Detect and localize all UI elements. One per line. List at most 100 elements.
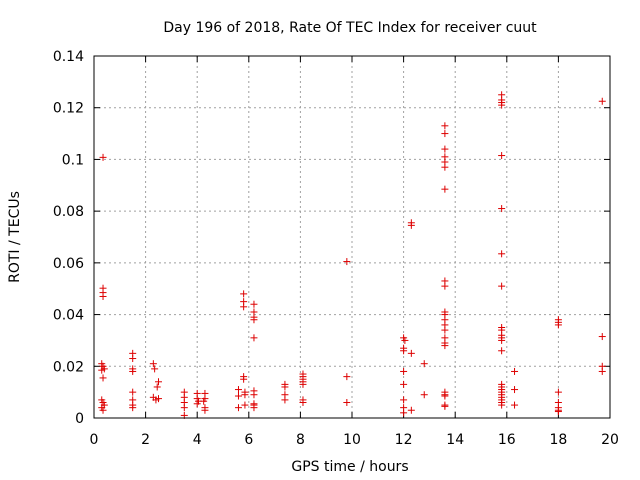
data-point: [250, 300, 258, 308]
data-point: [598, 367, 606, 375]
data-point: [129, 367, 137, 375]
x-tick-label: 16: [498, 432, 516, 448]
x-tick-label: 0: [90, 432, 99, 448]
data-point: [498, 205, 506, 213]
y-tick-label: 0.06: [53, 256, 84, 272]
data-point: [401, 336, 409, 344]
data-point: [250, 316, 258, 324]
data-point: [554, 408, 562, 416]
data-point: [234, 392, 242, 400]
data-point: [420, 391, 428, 399]
data-point: [498, 347, 506, 355]
data-point: [407, 221, 415, 229]
data-point: [234, 404, 242, 412]
y-tick-label: 0.1: [62, 152, 84, 168]
data-point: [441, 122, 449, 130]
x-tick-label: 6: [244, 432, 253, 448]
plot-area-border: [93, 55, 611, 419]
data-point: [240, 290, 248, 298]
data-point: [281, 396, 289, 404]
grid-lines: [94, 56, 610, 418]
y-tick-label: 0: [75, 411, 84, 427]
data-point: [129, 388, 137, 396]
data-point: [511, 401, 519, 409]
data-point: [441, 163, 449, 171]
data-point: [400, 380, 408, 388]
data-point: [441, 130, 449, 138]
data-point: [250, 404, 258, 412]
data-point: [99, 374, 107, 382]
x-tick-label: 14: [446, 432, 464, 448]
data-point: [498, 250, 506, 258]
x-tick-label: 18: [549, 432, 567, 448]
x-axis-title: GPS time / hours: [291, 459, 408, 475]
data-point: [400, 396, 408, 404]
data-point: [250, 391, 258, 399]
x-tick-label: 20: [601, 432, 619, 448]
data-point: [129, 404, 137, 412]
data-point: [234, 386, 242, 394]
data-point: [400, 409, 408, 417]
y-tick-label: 0.02: [53, 359, 84, 375]
data-point: [441, 392, 449, 400]
data-point: [201, 406, 209, 414]
data-point: [407, 406, 415, 414]
data-point: [441, 326, 449, 334]
x-tick-label: 8: [296, 432, 305, 448]
data-point: [498, 282, 506, 290]
data-point: [149, 360, 157, 368]
data-point: [155, 378, 162, 386]
data-point: [99, 406, 107, 414]
data-point: [498, 401, 506, 409]
data-point: [343, 373, 351, 381]
x-tick-label: 2: [141, 432, 150, 448]
data-point: [299, 398, 307, 406]
data-point: [240, 303, 248, 311]
data-point: [200, 397, 208, 405]
data-point: [441, 282, 449, 290]
axis-ticks: 0 2 4 6 8 10 12 14 16 18 20 0 0.02 0.04 0.06 0.08 0.1 0.1…: [53, 49, 619, 448]
data-point: [250, 334, 258, 342]
data-point: [441, 342, 449, 350]
data-point: [343, 398, 351, 406]
data-point: [153, 383, 161, 391]
data-point: [420, 360, 428, 368]
data-point: [511, 386, 519, 394]
x-tick-label: 12: [395, 432, 413, 448]
data-point: [441, 145, 449, 153]
data-point: [155, 395, 162, 403]
data-point: [598, 333, 606, 341]
data-point: [441, 185, 449, 193]
x-tick-label: 4: [193, 432, 202, 448]
data-point: [400, 367, 408, 375]
data-point: [498, 336, 506, 344]
chart-title: Day 196 of 2018, Rate Of TEC Index for r…: [163, 20, 537, 36]
data-point: [554, 321, 562, 329]
data-point: [98, 366, 106, 374]
data-point: [441, 402, 449, 410]
data-point: [99, 292, 107, 300]
data-point: [240, 375, 248, 383]
data-point: [400, 347, 408, 355]
y-tick-label: 0.12: [53, 101, 84, 117]
y-axis-title: ROTI / TECUs: [7, 191, 23, 283]
data-point: [407, 349, 415, 357]
data-point: [498, 101, 506, 109]
data-point: [129, 355, 137, 363]
x-tick-label: 10: [343, 432, 361, 448]
data-point: [99, 153, 107, 161]
data-point: [299, 380, 307, 388]
data-point: [498, 152, 506, 160]
data-point: [554, 388, 562, 396]
y-tick-label: 0.14: [53, 49, 84, 65]
data-point: [193, 400, 201, 408]
data-point: [241, 401, 249, 409]
data-point: [151, 365, 159, 373]
data-point: [281, 383, 289, 391]
y-tick-label: 0.04: [53, 308, 84, 324]
data-point: [598, 97, 606, 105]
y-tick-label: 0.08: [53, 204, 84, 220]
